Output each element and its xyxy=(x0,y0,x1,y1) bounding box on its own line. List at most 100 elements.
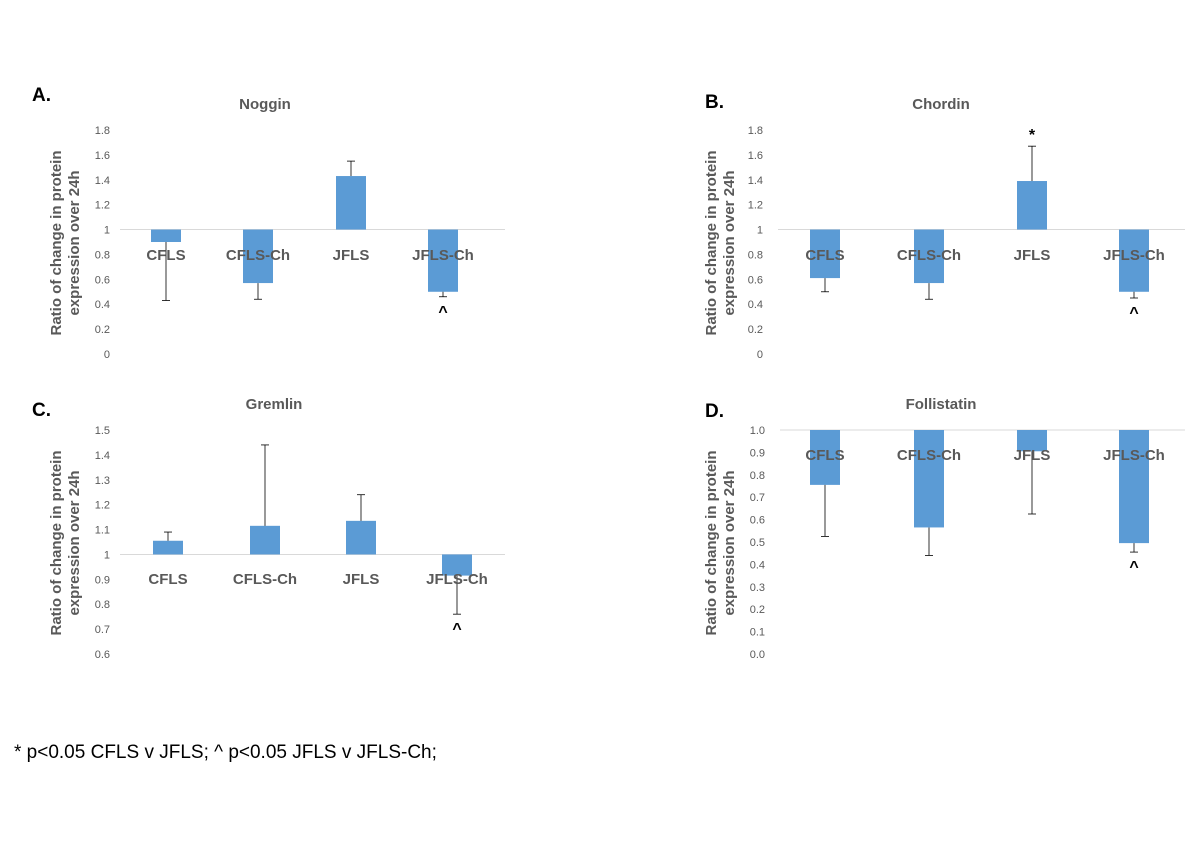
y-tick-label: 0.4 xyxy=(95,299,110,311)
category-label: CFLS-Ch xyxy=(226,247,290,264)
bar-jfls xyxy=(336,176,366,230)
y-axis-label-line: Ratio of change in protein xyxy=(703,150,720,335)
category-label: JFLS xyxy=(343,571,380,588)
bar-cfls-ch xyxy=(243,229,273,284)
category-label: CFLS xyxy=(148,571,187,588)
y-tick-label: 0 xyxy=(104,349,110,361)
category-label: CFLS xyxy=(805,247,844,264)
significance-marker: ^ xyxy=(1129,559,1138,576)
y-tick-label: 1 xyxy=(757,225,763,237)
bar-cfls xyxy=(810,229,840,279)
y-tick-label: 1 xyxy=(104,549,110,561)
bar-cfls-ch xyxy=(250,525,280,555)
y-tick-label: 0.2 xyxy=(750,604,765,616)
category-label: JFLS xyxy=(333,247,370,264)
bar-jfls-ch xyxy=(1119,229,1149,292)
category-label: CFLS-Ch xyxy=(233,571,297,588)
chart-title: Follistatin xyxy=(906,396,977,413)
y-tick-label: 1.1 xyxy=(95,525,110,537)
category-label: JFLS xyxy=(1014,247,1051,264)
significance-marker: * xyxy=(1029,127,1036,144)
chart-title: Chordin xyxy=(912,96,970,113)
category-label: CFLS-Ch xyxy=(897,447,961,464)
y-tick-label: 0.8 xyxy=(748,249,763,261)
y-axis-label-line: Ratio of change in protein xyxy=(703,450,720,635)
y-tick-label: 1.4 xyxy=(748,175,763,187)
y-tick-label: 0.4 xyxy=(750,559,765,571)
y-tick-label: 1.4 xyxy=(95,450,110,462)
y-axis-label: Ratio of change in proteinexpression ove… xyxy=(48,150,83,335)
y-axis-label-line: Ratio of change in protein xyxy=(48,150,65,335)
y-tick-label: 1.6 xyxy=(748,150,763,162)
category-label: JFLS xyxy=(1014,447,1051,464)
y-tick-label: 1.8 xyxy=(95,125,110,137)
y-tick-label: 0.3 xyxy=(750,582,765,594)
y-tick-label: 0.8 xyxy=(95,249,110,261)
chart-follistatin: D. Follistatin Ratio of change in proteine… xyxy=(703,396,1185,661)
y-tick-label: 0.6 xyxy=(95,649,110,661)
y-tick-label: 1.2 xyxy=(95,200,110,212)
y-axis-label-line: expression over 24h xyxy=(66,470,83,615)
bar-cfls-ch xyxy=(914,430,944,528)
y-tick-label: 0.8 xyxy=(95,599,110,611)
panel-letter: C. xyxy=(32,400,51,421)
bar-jfls-ch xyxy=(1119,430,1149,544)
bar-jfls xyxy=(1017,430,1047,452)
bar-jfls-ch xyxy=(428,229,458,292)
category-label: CFLS xyxy=(146,247,185,264)
y-tick-label: 1.2 xyxy=(748,200,763,212)
y-tick-label: 0.9 xyxy=(95,574,110,586)
y-axis-label: Ratio of change in proteinexpression ove… xyxy=(48,450,83,635)
y-tick-label: 1.8 xyxy=(748,125,763,137)
y-tick-label: 1 xyxy=(104,225,110,237)
y-tick-label: 1.6 xyxy=(95,150,110,162)
y-axis-label: Ratio of change in proteinexpression ove… xyxy=(703,150,738,335)
category-label: JFLS-Ch xyxy=(426,571,488,588)
chart-title: Gremlin xyxy=(246,396,303,413)
significance-marker: ^ xyxy=(1129,305,1138,322)
y-axis-label-line: Ratio of change in protein xyxy=(48,450,65,635)
y-axis-label-line: expression over 24h xyxy=(721,170,738,315)
y-tick-label: 0.0 xyxy=(750,649,765,661)
panel-letter: A. xyxy=(32,85,51,106)
y-tick-label: 1.4 xyxy=(95,175,110,187)
y-tick-label: 0.6 xyxy=(95,274,110,286)
bar-cfls-ch xyxy=(914,229,944,284)
y-tick-label: 0.7 xyxy=(750,492,765,504)
y-tick-label: 0.1 xyxy=(750,627,765,639)
chart-noggin: A. Noggin Ratio of change in proteinexpres… xyxy=(32,85,505,361)
y-axis-label-line: expression over 24h xyxy=(721,470,738,615)
y-axis-label: Ratio of change in proteinexpression ove… xyxy=(703,450,738,635)
category-label: JFLS-Ch xyxy=(412,247,474,264)
significance-marker: ^ xyxy=(452,621,461,638)
category-label: JFLS-Ch xyxy=(1103,447,1165,464)
panel-letter: D. xyxy=(705,401,724,422)
bar-cfls xyxy=(153,540,183,555)
bar-cfls xyxy=(810,430,840,485)
significance-marker: ^ xyxy=(438,304,447,321)
y-tick-label: 0.4 xyxy=(748,299,763,311)
y-axis-label-line: expression over 24h xyxy=(66,170,83,315)
bar-jfls-ch xyxy=(442,554,472,576)
chart-chordin: B. Chordin Ratio of change in proteinexpre… xyxy=(703,92,1185,361)
bar-jfls xyxy=(346,520,376,555)
y-tick-label: 1.3 xyxy=(95,475,110,487)
category-label: CFLS-Ch xyxy=(897,247,961,264)
y-tick-label: 1.5 xyxy=(95,425,110,437)
y-tick-label: 0.9 xyxy=(750,447,765,459)
chart-gremlin: C. Gremlin Ratio of change in proteinexpre… xyxy=(32,396,505,661)
y-tick-label: 1.2 xyxy=(95,500,110,512)
y-tick-label: 0.6 xyxy=(748,274,763,286)
significance-footnote: * p<0.05 CFLS v JFLS; ^ p<0.05 JFLS v JF… xyxy=(14,742,437,763)
bar-cfls xyxy=(151,229,181,242)
y-tick-label: 0.6 xyxy=(750,515,765,527)
y-tick-label: 0.2 xyxy=(748,324,763,336)
y-tick-label: 1.0 xyxy=(750,425,765,437)
y-tick-label: 0 xyxy=(757,349,763,361)
chart-title: Noggin xyxy=(239,96,291,113)
y-tick-label: 0.2 xyxy=(95,324,110,336)
category-label: CFLS xyxy=(805,447,844,464)
y-tick-label: 0.7 xyxy=(95,624,110,636)
y-tick-label: 0.5 xyxy=(750,537,765,549)
